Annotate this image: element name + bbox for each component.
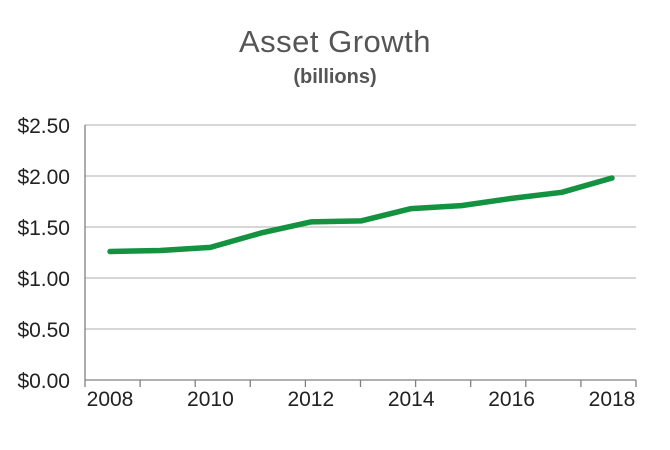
- x-tick-label: 2010: [187, 388, 234, 411]
- y-tick-label: $0.00: [17, 370, 70, 393]
- gridlines: [85, 124, 636, 330]
- y-tick-labels: $0.00 $0.50 $1.00 $1.50 $2.00 $2.50: [17, 115, 70, 393]
- x-tick-label: 2014: [388, 388, 435, 411]
- series-group: [107, 175, 615, 255]
- y-tick-label: $1.00: [17, 268, 70, 291]
- chart-subtitle: (billions): [293, 66, 377, 88]
- axes: [84, 125, 637, 387]
- y-tick-label: $2.00: [17, 166, 70, 189]
- x-tick-label: 2012: [287, 388, 334, 411]
- y-tick-label: $2.50: [17, 115, 70, 138]
- x-tick-labels: 2008 2010 2012 2014 2016 2018: [87, 388, 636, 411]
- x-tick-label: 2016: [488, 388, 535, 411]
- y-tick-label: $1.50: [17, 217, 70, 240]
- series-line: [107, 175, 615, 255]
- chart-title: Asset Growth: [238, 24, 432, 59]
- x-tick-label: 2008: [87, 388, 134, 411]
- x-tick-label: 2018: [589, 388, 636, 411]
- y-tick-label: $0.50: [17, 319, 70, 342]
